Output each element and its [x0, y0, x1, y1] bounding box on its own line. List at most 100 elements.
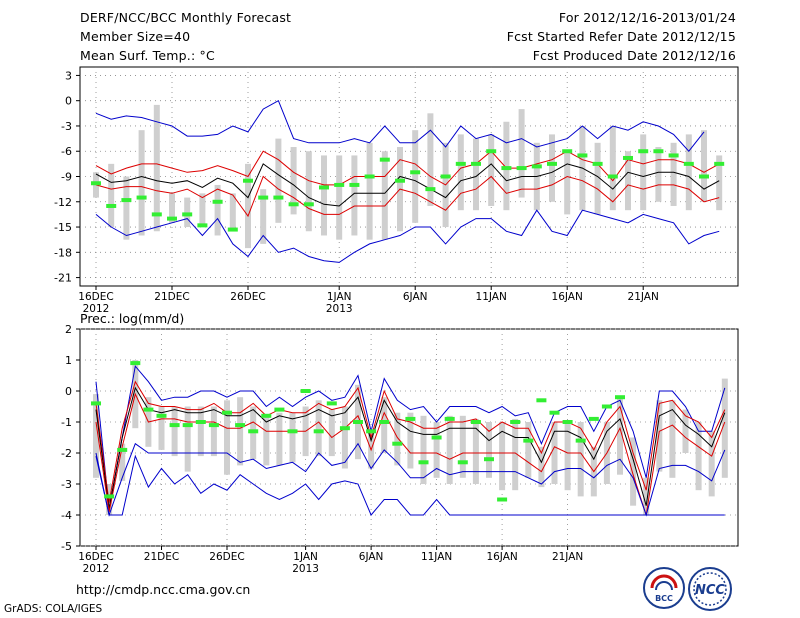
temp-spread-box	[275, 138, 282, 223]
temp-observed-marker	[668, 153, 679, 158]
temp-y-tick-label: -12	[54, 196, 72, 209]
temp-spread-box	[108, 163, 115, 228]
prec-spread-box	[407, 412, 414, 469]
member-size-label: Member Size=40	[80, 29, 191, 44]
temp-spread-box	[457, 134, 464, 211]
prec-spread-box	[158, 406, 165, 450]
prec-spread-box	[315, 400, 322, 457]
temp-observed-marker	[121, 198, 132, 203]
prec-spread-box	[237, 397, 244, 466]
prec-spread-box	[656, 400, 663, 472]
temp-spread-box	[229, 193, 236, 232]
prec-x-tick-label: 21JAN	[552, 551, 583, 563]
prec-spread-box	[525, 422, 532, 478]
temp-spread-box	[260, 189, 267, 244]
temp-spread-box	[655, 147, 662, 202]
prec-spread-box	[695, 422, 702, 491]
temp-spread-box	[594, 142, 601, 215]
temp-observed-marker	[288, 202, 299, 207]
temp-spread-box	[184, 197, 191, 228]
prec-spread-box	[276, 412, 283, 466]
prec-spread-box	[643, 477, 650, 515]
prec-observed-marker	[431, 435, 442, 440]
prec-spread-box	[197, 406, 204, 457]
prec-observed-marker	[261, 413, 272, 418]
prec-panel: 2 1 0 -1 -2 -3 -4 -5 16DEC 21DEC 26DEC 1JAN 6JAN 11JA…	[61, 311, 739, 575]
prec-observed-marker	[457, 460, 468, 465]
prec-observed-marker	[497, 497, 508, 502]
prec-observed-marker	[418, 460, 429, 465]
temp-observed-marker	[683, 161, 694, 166]
temp-y-tick-label: -3	[61, 120, 72, 133]
prec-x-year-label: 2012	[83, 563, 110, 575]
temp-observed-marker	[455, 161, 466, 166]
prec-observed-marker	[575, 438, 586, 443]
temp-spread-box	[153, 104, 160, 232]
temp-observed-marker	[623, 155, 633, 160]
prec-observed-marker	[326, 401, 337, 406]
temp-spread-box	[305, 151, 312, 232]
temp-observed-marker	[547, 161, 557, 166]
bcc-logo-text: BCC	[655, 594, 673, 603]
source-url[interactable]: http://cmdp.ncc.cma.gov.cn	[76, 582, 251, 597]
prec-x-tick-label: 16JAN	[486, 551, 517, 563]
temp-spread-box	[670, 142, 677, 206]
prec-x-tick-label: 6JAN	[359, 551, 384, 563]
prec-series-upper	[95, 380, 726, 503]
temp-x-year-label: 2012	[83, 303, 110, 315]
temp-observed-marker	[197, 223, 208, 228]
temp-observed-marker	[714, 161, 725, 166]
prec-series-max	[95, 365, 726, 509]
temp-observed-marker	[349, 182, 360, 187]
temp-spread-box	[503, 121, 510, 211]
temp-spread-box	[640, 134, 647, 211]
temp-observed-marker	[243, 178, 253, 183]
temp-spread-box	[625, 151, 631, 211]
prec-spread-box	[210, 406, 217, 457]
ncc-logo: NCC	[688, 567, 732, 611]
temp-y-tick-label: -9	[61, 171, 72, 184]
temp-frame	[79, 66, 739, 287]
temp-y-tick-label: -18	[54, 246, 72, 259]
prec-observed-marker	[169, 423, 180, 428]
temp-spread-box	[321, 155, 327, 236]
temp-observed-marker	[136, 195, 147, 200]
temp-series-mean	[95, 163, 720, 207]
prec-spread-box	[459, 415, 466, 478]
prec-spread-box	[289, 412, 296, 463]
prec-y-tick-label: 2	[65, 323, 72, 336]
temp-observed-marker	[501, 166, 512, 171]
temp-observed-marker	[638, 149, 649, 154]
temp-x-tick-label: 1JAN	[327, 291, 352, 303]
prec-observed-marker	[117, 447, 128, 452]
prec-y-tick-label: -1	[61, 416, 72, 429]
prec-spread-box	[394, 412, 401, 466]
prec-spread-box	[486, 422, 492, 478]
prec-spread-box	[328, 409, 335, 457]
temp-spread-box	[427, 113, 434, 206]
temp-spread-box	[214, 184, 221, 236]
prec-observed-marker	[523, 438, 534, 443]
prec-series-mean	[95, 386, 726, 509]
temp-spread-box	[549, 134, 555, 202]
temp-panel: 3 0 -3 -6 -9 -12 -15 -18 -21 16DEC 21DEC 26DEC 1JAN 6…	[54, 66, 739, 315]
bcc-logo: BCC	[643, 567, 685, 609]
prec-spread-box	[381, 397, 388, 453]
prec-x-tick-label: 1JAN	[293, 551, 318, 563]
temp-x-tick-label: 21JAN	[628, 291, 659, 303]
temp-observed-marker	[227, 227, 238, 232]
prec-y-tick-label: 1	[65, 354, 72, 367]
temp-observed-marker	[577, 153, 588, 158]
temp-observed-marker	[334, 182, 345, 187]
temp-spread-box	[290, 147, 297, 215]
prec-observed-marker	[143, 407, 154, 412]
temp-series-max	[95, 99, 705, 152]
temp-observed-marker	[167, 216, 177, 221]
prec-spread-box	[263, 415, 270, 466]
temp-y-tick-label: -15	[54, 221, 72, 234]
prec-spread-box	[721, 378, 728, 478]
prec-x-tick-label: 11JAN	[421, 551, 452, 563]
temp-observed-marker	[699, 174, 709, 179]
temp-spread-box	[518, 109, 525, 198]
temp-y-tick-label: 3	[65, 69, 72, 82]
